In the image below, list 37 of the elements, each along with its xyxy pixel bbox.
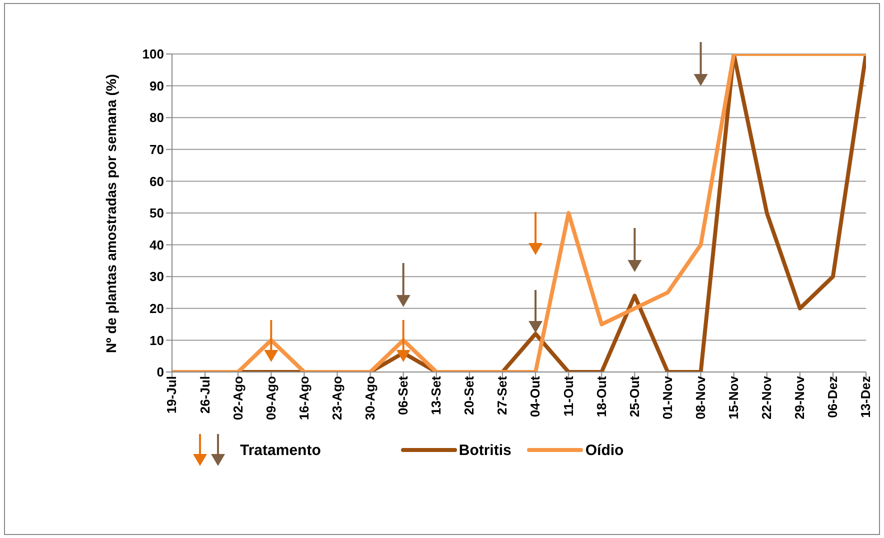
legend-label: Botritis bbox=[458, 442, 512, 458]
y-tick-label: 70 bbox=[150, 142, 164, 158]
y-tick-label: 10 bbox=[150, 332, 164, 348]
x-tick-label: 06-Set bbox=[396, 375, 411, 416]
y-tick-label: 60 bbox=[150, 174, 164, 189]
y-axis-title: Nº de plantas amostradas por semana (%) bbox=[102, 74, 119, 353]
x-tick-label: 25-Out bbox=[626, 375, 642, 418]
y-tick-label: 0 bbox=[156, 364, 164, 380]
x-tick-label: 02-Ago bbox=[230, 376, 246, 420]
x-tick-label: 01-Nov bbox=[660, 375, 675, 420]
x-tick-label: 30-Ago bbox=[362, 376, 378, 420]
x-tick-label: 18-Out bbox=[594, 375, 609, 418]
x-tick-label: 13-Set bbox=[428, 375, 444, 416]
y-tick-label: 90 bbox=[150, 78, 164, 94]
x-tick-label: 29-Nov bbox=[792, 375, 808, 420]
y-tick-label: 40 bbox=[150, 237, 164, 252]
y-tick-label: 30 bbox=[150, 269, 164, 284]
x-tick-label: 11-Out bbox=[560, 375, 576, 416]
x-tick-label: 20-Set bbox=[462, 375, 477, 416]
x-tick-label: 15-Nov bbox=[726, 375, 742, 420]
x-tick-label: 27-Set bbox=[494, 375, 510, 416]
x-tick-label: 26-Jul bbox=[197, 376, 212, 414]
y-tick-label: 20 bbox=[150, 301, 164, 316]
y-tick-label: 80 bbox=[150, 110, 164, 126]
y-tick-label: 50 bbox=[150, 206, 164, 221]
x-tick-label: 23-Ago bbox=[329, 376, 344, 420]
y-tick-label: 100 bbox=[142, 46, 164, 62]
x-tick-label: 22-Nov bbox=[759, 375, 774, 420]
x-tick-label: 04-Out bbox=[528, 375, 543, 418]
x-tick-label: 16-Ago bbox=[296, 376, 312, 420]
x-tick-label: 19-Jul bbox=[164, 376, 180, 414]
x-tick-label: 08-Nov bbox=[692, 375, 708, 420]
x-tick-label: 09-Ago bbox=[263, 376, 278, 420]
text: Tratamento bbox=[240, 442, 321, 458]
x-tick-label: 13-Dez bbox=[858, 376, 874, 418]
legend-label: Oídio bbox=[584, 442, 624, 458]
x-tick-label: 06-Dez bbox=[825, 376, 840, 418]
